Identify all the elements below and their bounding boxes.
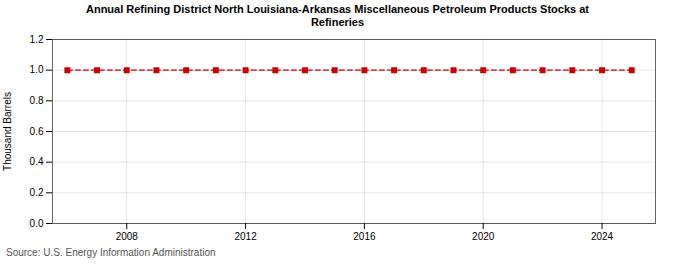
svg-text:1.2: 1.2	[30, 34, 44, 45]
svg-text:2020: 2020	[472, 231, 495, 242]
html-text:Refineries: Refineries	[310, 16, 365, 28]
svg-text:2024: 2024	[591, 231, 614, 242]
html-text:Annual Refining District North: Annual Refining District North Louisiana…	[86, 3, 589, 15]
svg-text:2016: 2016	[353, 231, 376, 242]
svg-text:2012: 2012	[234, 231, 257, 242]
svg-text:0.2: 0.2	[30, 187, 44, 198]
svg-text:0.8: 0.8	[30, 95, 44, 106]
html-text:Source: U.S. Energy Informatio: Source: U.S. Energy Information Administ…	[6, 247, 216, 258]
svg-text:0.6: 0.6	[30, 126, 44, 137]
svg-text:Thousand Barrels: Thousand Barrels	[2, 92, 13, 171]
svg-text:2008: 2008	[116, 231, 139, 242]
svg-text:0.4: 0.4	[30, 156, 44, 167]
svg-text:1.0: 1.0	[30, 64, 44, 75]
svg-text:0.0: 0.0	[30, 218, 44, 229]
